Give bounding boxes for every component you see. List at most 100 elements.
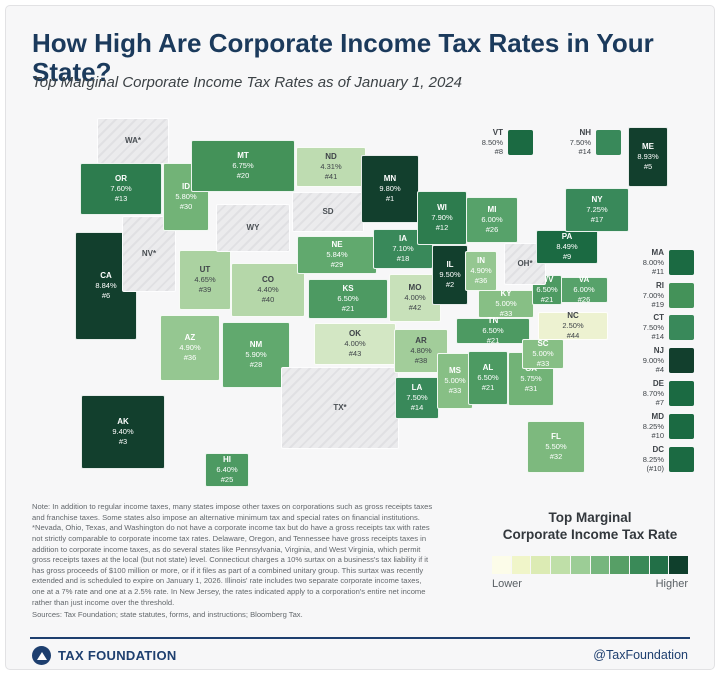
legend-title-line1: Top Marginal [548,510,632,525]
state-ks: KS 6.50% #21 [308,279,388,319]
state-rank: #18 [396,254,410,264]
callout-color-swatch [669,446,694,472]
state-abbr: NM [249,340,263,350]
legend-color-scale [492,555,689,574]
state-rank: #11 [652,267,664,277]
state-abbr: PA [561,232,573,242]
state-fl: FL 5.50% #32 [527,421,585,473]
state-rank: #17 [590,215,604,225]
state-rank: #33 [448,386,462,396]
state-ut: UT 4.65% #39 [179,250,231,310]
state-abbr: TN [487,316,499,326]
state-rank: #25 [220,475,234,485]
state-tn: TN 6.50% #21 [456,316,530,346]
state-rank: #12 [435,223,449,233]
state-abbr: UT [199,265,211,275]
state-rank: #21 [486,336,500,346]
state-abbr: NC [567,311,579,321]
state-rate: 6.50% [482,326,504,336]
state-callout-md: MD 8.25% #10 [608,412,694,441]
state-rank: #29 [330,260,344,270]
state-rank: #42 [408,303,422,313]
callout-label: DE 8.70% #7 [608,379,664,408]
state-rate: 9.40% [112,427,134,437]
callout-label: NJ 9.00% #4 [608,346,664,375]
state-rate: 8.25% [642,422,664,431]
state-in: IN 4.90% #36 [465,251,497,291]
state-rank: #5 [643,162,653,172]
state-abbr: SD [322,206,334,216]
state-abbr: MD [651,412,664,421]
state-wy: WY [216,204,290,252]
state-rank: #20 [236,171,250,181]
state-rank: #30 [179,202,193,212]
state-abbr: NH [579,128,591,137]
state-abbr: IN [477,256,485,266]
state-ok: OK 4.00% #43 [314,323,396,365]
legend-end-labels: Lower Higher [492,578,688,590]
page-subtitle: Top Marginal Corporate Income Tax Rates … [32,74,462,91]
callout-label: CT 7.50% #14 [608,313,664,342]
legend-swatch [511,555,531,574]
callout-color-swatch [669,413,694,439]
state-abbr: IA [399,234,407,244]
state-sd: SD [292,192,364,232]
state-rank: (#10) [646,464,664,474]
state-rank: #8 [494,147,503,157]
state-rate: 4.40% [257,285,279,295]
state-rate: 8.70% [642,389,664,398]
state-rate: 6.50% [477,373,499,383]
state-rate: 6.00% [573,285,595,295]
state-rank: #1 [385,194,395,204]
callout-label: VT 8.50% #8 [447,128,503,157]
legend-swatch [610,555,629,574]
state-rate: 8.25% [642,455,664,464]
state-rank: #44 [566,331,580,341]
footer-divider [30,637,690,639]
state-abbr: AK [117,417,129,427]
state-abbr: CO [262,275,274,285]
state-az: AZ 4.90% #36 [160,315,220,381]
state-me: ME 8.93% #5 [628,127,668,187]
state-callout-de: DE 8.70% #7 [608,379,694,408]
state-rank: #26 [485,225,499,235]
state-ak: AK 9.40% #3 [81,395,165,469]
state-abbr: OK [349,329,361,339]
state-callout-nj: NJ 9.00% #4 [608,346,694,375]
state-abbr: LA [411,383,423,393]
state-rate: 8.49% [556,242,578,252]
brand-name: TAX FOUNDATION [58,648,177,663]
state-rank: #13 [114,194,128,204]
mountain-icon [36,652,47,660]
state-abbr: CT [653,313,664,322]
callout-label: DC 8.25% (#10) [608,445,664,474]
state-abbr: KS [342,284,354,294]
state-rate: 4.00% [344,339,366,349]
legend: Top Marginal Corporate Income Tax Rate L… [470,510,710,590]
legend-swatch [649,555,669,574]
state-abbr: IL [446,260,454,270]
state-ms: MS 5.00% #33 [437,353,473,409]
callout-label: NH 7.50% #14 [535,128,591,157]
state-rate: 9.00% [642,356,664,365]
state-rank: #33 [499,309,513,319]
state-pa: PA 8.49% #9 [536,230,598,264]
state-rate: 8.50% [481,138,503,147]
callout-color-swatch [669,314,694,340]
state-la: LA 7.50% #14 [395,377,439,419]
legend-swatch [531,555,551,574]
state-sc: SC 5.00% #33 [522,339,564,369]
twitter-handle: @TaxFoundation [593,648,688,662]
state-callout-dc: DC 8.25% (#10) [608,445,694,474]
state-abbr: WI [437,203,447,213]
state-callout-ct: CT 7.50% #14 [608,313,694,342]
state-rate: 5.00% [532,349,554,359]
state-rate: 5.84% [326,250,348,260]
state-rate: 4.31% [320,162,342,172]
state-abbr: WY [246,222,260,232]
state-rank: #36 [474,276,488,286]
state-abbr: ME [642,142,654,152]
state-or: OR 7.60% #13 [80,163,162,215]
state-rate: 7.90% [431,213,453,223]
